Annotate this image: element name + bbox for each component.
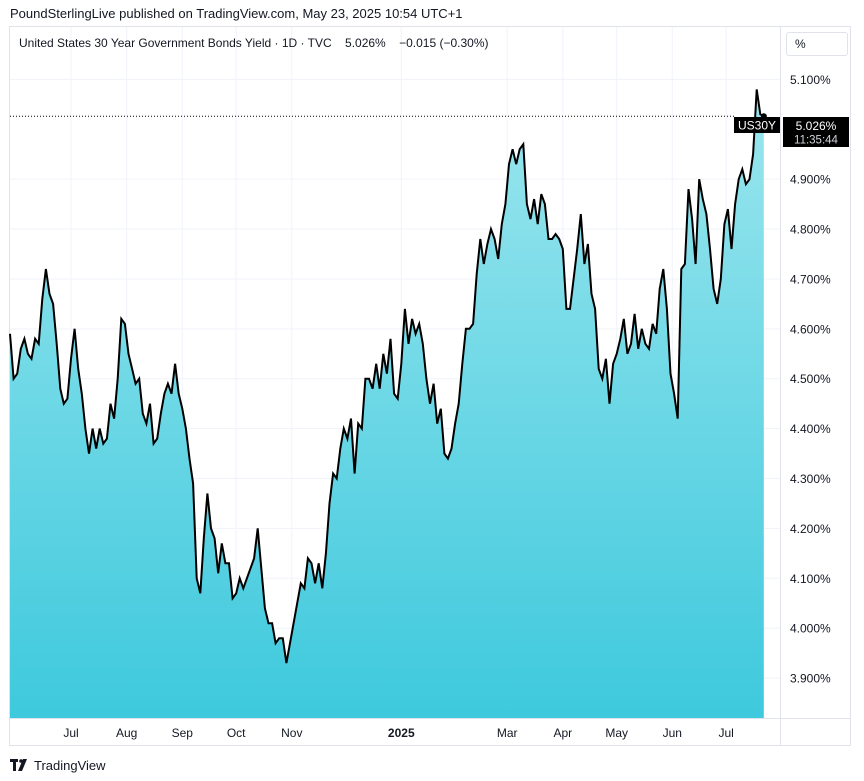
- y-tick-label: 4.700%: [790, 272, 831, 286]
- y-tick-label: 4.100%: [790, 572, 831, 586]
- x-tick-label: Jun: [663, 726, 682, 740]
- y-tick-label: 4.800%: [790, 223, 831, 237]
- legend-gap: [335, 36, 342, 50]
- unit-selector-button[interactable]: %: [786, 32, 848, 56]
- x-tick-label: Oct: [227, 726, 246, 740]
- yield-line: [9, 89, 765, 664]
- x-tick-label: May: [605, 726, 628, 740]
- footer-brand[interactable]: TradingView: [10, 755, 106, 775]
- legend-separator: ·: [300, 36, 308, 50]
- chart-frame: [9, 26, 851, 746]
- y-tick-label: 4.200%: [790, 522, 831, 536]
- x-tick-label: Jul: [718, 726, 733, 740]
- price-axis[interactable]: 3.900% 4.000% 4.100% 4.200% 4.300% 4.400% 4.50…: [790, 73, 831, 686]
- y-tick-label: 4.600%: [790, 322, 831, 336]
- price-label: US30Y 5.026% 11:35:44: [734, 117, 849, 147]
- series-legend[interactable]: United States 30 Year Government Bonds Y…: [19, 36, 489, 50]
- x-tick-label: Sep: [172, 726, 194, 740]
- symbol-name: United States 30 Year Government Bonds Y…: [19, 36, 272, 50]
- symbol-tag: US30Y: [738, 119, 776, 133]
- legend-separator: ·: [274, 36, 282, 50]
- source: TVC: [307, 36, 332, 50]
- y-tick-label: 4.900%: [790, 173, 831, 187]
- symbol-tag-bg: [734, 117, 780, 133]
- change-value: −0.015 (−0.30%): [399, 36, 489, 50]
- x-tick-label: Nov: [281, 726, 302, 740]
- x-tick-label: Aug: [116, 726, 137, 740]
- brand-name: TradingView: [34, 757, 106, 773]
- price-tag-value: 5.026%: [796, 119, 837, 133]
- tradingview-logo-icon: [10, 759, 27, 771]
- last-value: 5.026%: [345, 36, 386, 50]
- yield-area-fill: [10, 89, 764, 718]
- y-tick-label: 4.300%: [790, 472, 831, 486]
- x-tick-label: Mar: [497, 726, 518, 740]
- y-tick-label: 5.100%: [790, 73, 831, 87]
- y-tick-label: 4.000%: [790, 622, 831, 636]
- y-tick-label: 4.500%: [790, 372, 831, 386]
- price-tag-bg: [783, 117, 849, 147]
- x-tick-label: Jul: [63, 726, 78, 740]
- x-tick-label: 2025: [388, 726, 415, 740]
- time-axis[interactable]: Jul Aug Sep Oct Nov 2025 Mar Apr May Jun Jul: [63, 726, 733, 740]
- unit-label: %: [795, 37, 806, 51]
- legend-gap: [389, 36, 396, 50]
- y-tick-label: 4.400%: [790, 422, 831, 436]
- x-tick-label: Apr: [553, 726, 572, 740]
- y-tick-label: 3.900%: [790, 672, 831, 686]
- publisher-credit: PoundSterlingLive published on TradingVi…: [10, 6, 463, 21]
- countdown-timer: 11:35:44: [794, 135, 839, 147]
- interval: 1D: [281, 36, 298, 50]
